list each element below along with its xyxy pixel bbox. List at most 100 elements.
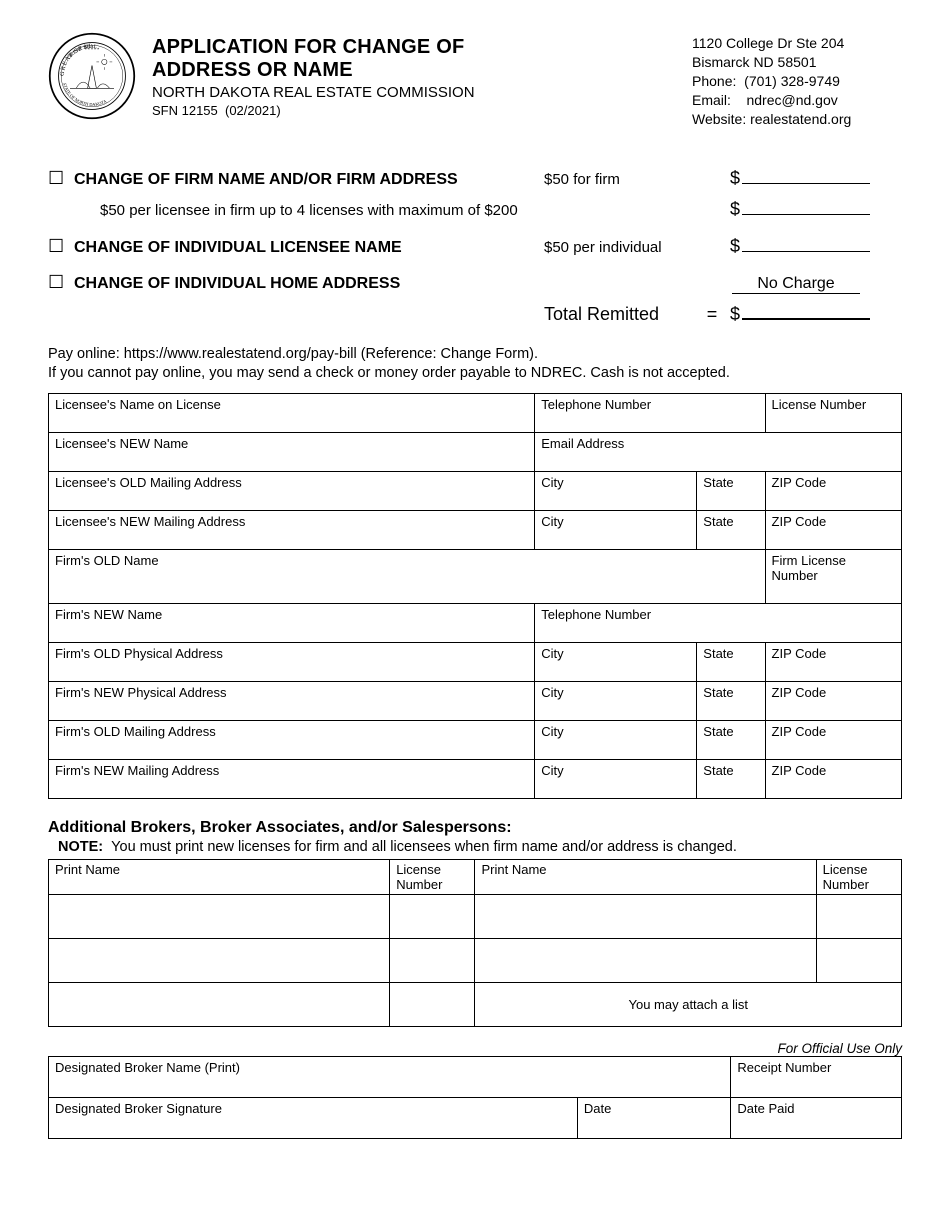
field-state[interactable]: State: [697, 721, 765, 760]
fee-section: ☐ CHANGE OF FIRM NAME AND/OR FIRM ADDRES…: [48, 168, 902, 325]
table-row: [49, 895, 902, 939]
amount-input[interactable]: [742, 183, 870, 184]
field-firm-phone[interactable]: Telephone Number: [535, 604, 902, 643]
table-row: [49, 939, 902, 983]
amount-input[interactable]: [742, 214, 870, 215]
checkbox-home-address[interactable]: ☐: [48, 273, 74, 291]
checkbox-individual-name[interactable]: ☐: [48, 237, 74, 255]
field-receipt-number[interactable]: Receipt Number: [731, 1057, 902, 1098]
contact-addr1: 1120 College Dr Ste 204: [692, 34, 902, 53]
payment-notes: Pay online: https://www.realestatend.org…: [48, 345, 902, 383]
form-title: APPLICATION FOR CHANGE OF ADDRESS OR NAM…: [152, 36, 676, 82]
field-zip[interactable]: ZIP Code: [765, 643, 901, 682]
header: GREAT SEAL GREAT SEAL STATE OF NORTH DAK…: [48, 32, 902, 128]
table-row: Firm's NEW Physical Address City State Z…: [49, 682, 902, 721]
fee-row-per-licensee: $50 per licensee in firm up to 4 license…: [48, 199, 902, 220]
table-row: Print Name License Number Print Name Lic…: [49, 860, 902, 895]
field-old-mailing[interactable]: Licensee's OLD Mailing Address: [49, 472, 535, 511]
field-firm-new-phys[interactable]: Firm's NEW Physical Address: [49, 682, 535, 721]
fee-row-home-address: ☐ CHANGE OF INDIVIDUAL HOME ADDRESS No C…: [48, 273, 902, 294]
equals-sign: =: [694, 304, 730, 325]
brokers-heading: Additional Brokers, Broker Associates, a…: [48, 819, 902, 837]
field-email[interactable]: Email Address: [535, 433, 902, 472]
state-seal-icon: GREAT SEAL GREAT SEAL STATE OF NORTH DAK…: [48, 32, 136, 120]
amount-input[interactable]: [742, 251, 870, 252]
col-print-name: Print Name: [475, 860, 816, 895]
field-broker-signature[interactable]: Designated Broker Signature: [49, 1098, 578, 1139]
field-city[interactable]: City: [535, 511, 697, 550]
checkbox-firm-change[interactable]: ☐: [48, 169, 74, 187]
broker-license-input[interactable]: [390, 939, 475, 983]
contact-website: Website: realestatend.org: [692, 110, 902, 129]
fee-label: CHANGE OF INDIVIDUAL HOME ADDRESS: [74, 275, 544, 293]
broker-name-input[interactable]: [49, 983, 390, 1027]
field-firm-old-mail[interactable]: Firm's OLD Mailing Address: [49, 721, 535, 760]
field-city[interactable]: City: [535, 682, 697, 721]
contact-addr2: Bismarck ND 58501: [692, 53, 902, 72]
field-broker-name[interactable]: Designated Broker Name (Print): [49, 1057, 731, 1098]
fee-label: $50 per licensee in firm up to 4 license…: [74, 202, 544, 219]
field-city[interactable]: City: [535, 643, 697, 682]
broker-license-input[interactable]: [390, 895, 475, 939]
fee-amount: $: [730, 236, 870, 257]
field-zip[interactable]: ZIP Code: [765, 472, 901, 511]
field-state[interactable]: State: [697, 682, 765, 721]
svg-text:★ ★ ★ ★ ★: ★ ★ ★ ★ ★: [85, 47, 100, 51]
fee-amount: No Charge: [730, 275, 860, 294]
field-state[interactable]: State: [697, 760, 765, 799]
attach-list-note: You may attach a list: [475, 983, 902, 1027]
field-zip[interactable]: ZIP Code: [765, 721, 901, 760]
table-row: Firm's OLD Mailing Address City State ZI…: [49, 721, 902, 760]
signature-table: Designated Broker Name (Print) Receipt N…: [48, 1056, 902, 1139]
col-license-number: License Number: [816, 860, 901, 895]
no-charge-text: No Charge: [732, 275, 860, 294]
field-city[interactable]: City: [535, 472, 697, 511]
broker-name-input[interactable]: [49, 939, 390, 983]
info-table: Licensee's Name on License Telephone Num…: [48, 393, 902, 799]
brokers-note: NOTE: You must print new licenses for fi…: [58, 839, 902, 855]
field-firm-license[interactable]: Firm License Number: [765, 550, 901, 604]
fee-amount: $: [730, 168, 870, 189]
fee-amount: $: [730, 199, 870, 220]
fee-label: CHANGE OF INDIVIDUAL LICENSEE NAME: [74, 239, 544, 257]
table-row: Firm's OLD Physical Address City State Z…: [49, 643, 902, 682]
field-license-number[interactable]: License Number: [765, 394, 901, 433]
field-zip[interactable]: ZIP Code: [765, 760, 901, 799]
broker-name-input[interactable]: [475, 895, 816, 939]
fee-desc: $50 per individual: [544, 239, 730, 256]
broker-license-input[interactable]: [816, 939, 901, 983]
broker-name-input[interactable]: [475, 939, 816, 983]
field-city[interactable]: City: [535, 721, 697, 760]
field-new-name[interactable]: Licensee's NEW Name: [49, 433, 535, 472]
svg-text:GREAT SEAL: GREAT SEAL: [66, 44, 97, 61]
field-date[interactable]: Date: [577, 1098, 731, 1139]
table-row: You may attach a list: [49, 983, 902, 1027]
field-firm-old-phys[interactable]: Firm's OLD Physical Address: [49, 643, 535, 682]
field-firm-new-mail[interactable]: Firm's NEW Mailing Address: [49, 760, 535, 799]
contact-email: Email: ndrec@nd.gov: [692, 91, 902, 110]
field-state[interactable]: State: [697, 511, 765, 550]
field-date-paid[interactable]: Date Paid: [731, 1098, 902, 1139]
table-row: Licensee's Name on License Telephone Num…: [49, 394, 902, 433]
field-state[interactable]: State: [697, 643, 765, 682]
broker-license-input[interactable]: [816, 895, 901, 939]
table-row: Designated Broker Signature Date Date Pa…: [49, 1098, 902, 1139]
field-city[interactable]: City: [535, 760, 697, 799]
field-firm-old-name[interactable]: Firm's OLD Name: [49, 550, 766, 604]
field-zip[interactable]: ZIP Code: [765, 682, 901, 721]
pay-note-1: Pay online: https://www.realestatend.org…: [48, 345, 902, 364]
svg-text:STATE OF NORTH DAKOTA: STATE OF NORTH DAKOTA: [62, 82, 108, 107]
broker-license-input[interactable]: [390, 983, 475, 1027]
field-firm-new-name[interactable]: Firm's NEW Name: [49, 604, 535, 643]
table-row: Firm's NEW Mailing Address City State ZI…: [49, 760, 902, 799]
field-new-mailing[interactable]: Licensee's NEW Mailing Address: [49, 511, 535, 550]
field-telephone[interactable]: Telephone Number: [535, 394, 765, 433]
field-zip[interactable]: ZIP Code: [765, 511, 901, 550]
contact-phone: Phone: (701) 328-9749: [692, 72, 902, 91]
fee-desc: $50 for firm: [544, 171, 730, 188]
field-state[interactable]: State: [697, 472, 765, 511]
total-input[interactable]: [742, 318, 870, 320]
field-licensee-name[interactable]: Licensee's Name on License: [49, 394, 535, 433]
total-label: Total Remitted: [544, 304, 694, 325]
broker-name-input[interactable]: [49, 895, 390, 939]
